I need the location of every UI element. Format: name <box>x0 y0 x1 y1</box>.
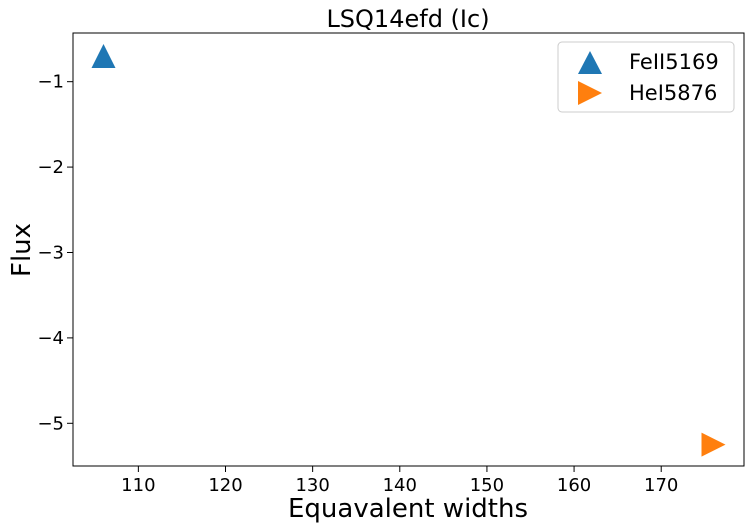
legend-label-hei5876: HeI5876 <box>629 81 717 105</box>
y-tick-label: −2 <box>37 157 64 178</box>
x-tick-label: 120 <box>208 475 242 496</box>
chart-title: LSQ14efd (Ic) <box>326 5 489 33</box>
y-axis-label: Flux <box>7 223 37 277</box>
y-tick-label: −1 <box>37 72 64 93</box>
legend-box <box>557 41 735 113</box>
x-axis-label: Equavalent widths <box>288 494 528 524</box>
y-tick-label: −3 <box>37 242 64 263</box>
data-point-hei5876 <box>701 432 726 457</box>
data-point-feii5169 <box>91 44 116 69</box>
legend: FeII5169 HeI5876 <box>557 41 735 113</box>
legend-marker-feii5169 <box>578 51 602 74</box>
plot-frame <box>72 32 745 467</box>
legend-label-feii5169: FeII5169 <box>629 50 719 74</box>
y-tick-label: −5 <box>37 413 64 434</box>
x-tick-label: 140 <box>383 475 417 496</box>
legend-marker-hei5876 <box>578 81 602 105</box>
x-axis: 110 120 130 140 150 160 170 <box>121 466 678 496</box>
x-tick-label: 170 <box>644 475 678 496</box>
x-tick-label: 150 <box>470 475 504 496</box>
y-tick-label: −4 <box>37 328 64 349</box>
y-axis: −1 −2 −3 −4 −5 <box>37 72 73 434</box>
x-tick-label: 110 <box>121 475 155 496</box>
x-tick-label: 130 <box>295 475 329 496</box>
x-tick-label: 160 <box>557 475 591 496</box>
